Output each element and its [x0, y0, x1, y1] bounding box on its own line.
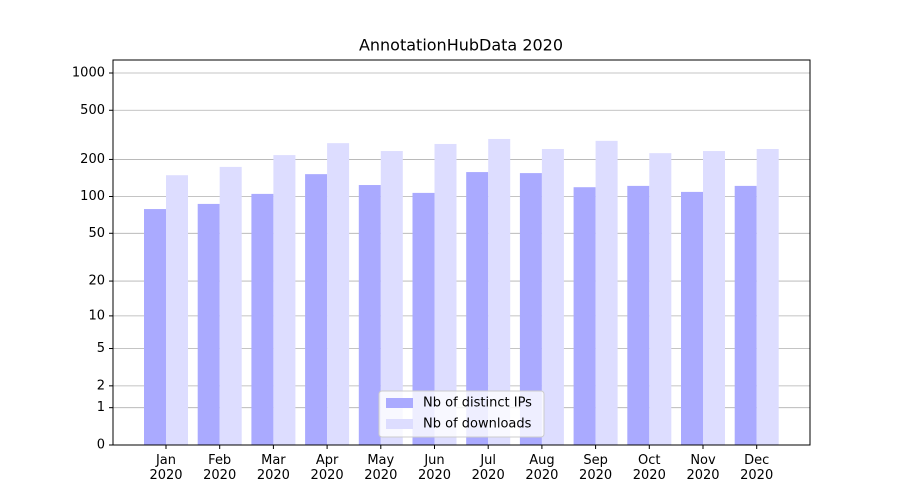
y-tick-label: 2	[97, 378, 105, 393]
bar	[681, 191, 703, 445]
x-tick-label: Aug 2020	[525, 453, 559, 483]
x-tick-label: May 2020	[364, 453, 398, 483]
x-tick-label: Mar 2020	[256, 453, 290, 483]
bar	[541, 149, 564, 446]
bar	[466, 172, 489, 445]
bar	[166, 175, 188, 445]
x-tick-label: Jun 2020	[417, 453, 452, 483]
bar	[273, 155, 296, 445]
chart-title: AnnotationHubData 2020	[359, 36, 563, 55]
y-tick-label: 100	[80, 189, 105, 204]
bar	[144, 209, 166, 445]
bar	[327, 143, 350, 445]
bar	[251, 193, 274, 445]
x-tick-label: Jan 2020	[149, 453, 183, 483]
bar	[305, 174, 328, 445]
bar	[380, 151, 403, 445]
legend: Nb of distinct IPs Nb of downloads	[378, 390, 545, 438]
bar	[627, 185, 650, 445]
bar	[649, 153, 672, 445]
x-tick-label: Apr 2020	[310, 453, 344, 483]
legend-label: Nb of distinct IPs	[423, 396, 532, 411]
x-tick-label: Dec 2020	[740, 453, 774, 483]
legend-box	[378, 390, 545, 438]
x-tick-label: Sep 2020	[579, 453, 613, 483]
bar	[434, 143, 457, 446]
x-tick-label: Jul 2020	[471, 453, 505, 483]
legend-swatch	[386, 398, 413, 408]
x-tick-label: Oct 2020	[632, 453, 666, 483]
bar	[197, 203, 220, 445]
bar	[703, 151, 725, 445]
bar	[488, 138, 511, 445]
bar	[573, 187, 596, 446]
plot-frame	[112, 59, 811, 446]
y-tick-label: 10	[88, 308, 105, 323]
bar	[519, 173, 542, 445]
bar	[412, 192, 435, 445]
y-tick-label: 500	[80, 103, 105, 118]
bar	[595, 140, 618, 446]
bar	[219, 166, 242, 446]
y-tick-label: 5	[97, 341, 105, 356]
x-tick-label: Nov 2020	[686, 453, 720, 483]
y-tick-label: 1000	[72, 66, 105, 81]
bar	[358, 185, 381, 445]
y-tick-label: 0	[97, 438, 105, 453]
y-tick-label: 50	[88, 226, 105, 241]
y-tick-label: 200	[80, 152, 105, 167]
legend-label: Nb of downloads	[423, 417, 532, 432]
x-tick-label: Feb 2020	[203, 453, 237, 483]
bar	[734, 185, 757, 445]
y-tick-label: 1	[97, 400, 105, 415]
legend-swatch	[386, 419, 413, 429]
y-tick-label: 20	[88, 274, 105, 289]
bar	[756, 149, 779, 446]
